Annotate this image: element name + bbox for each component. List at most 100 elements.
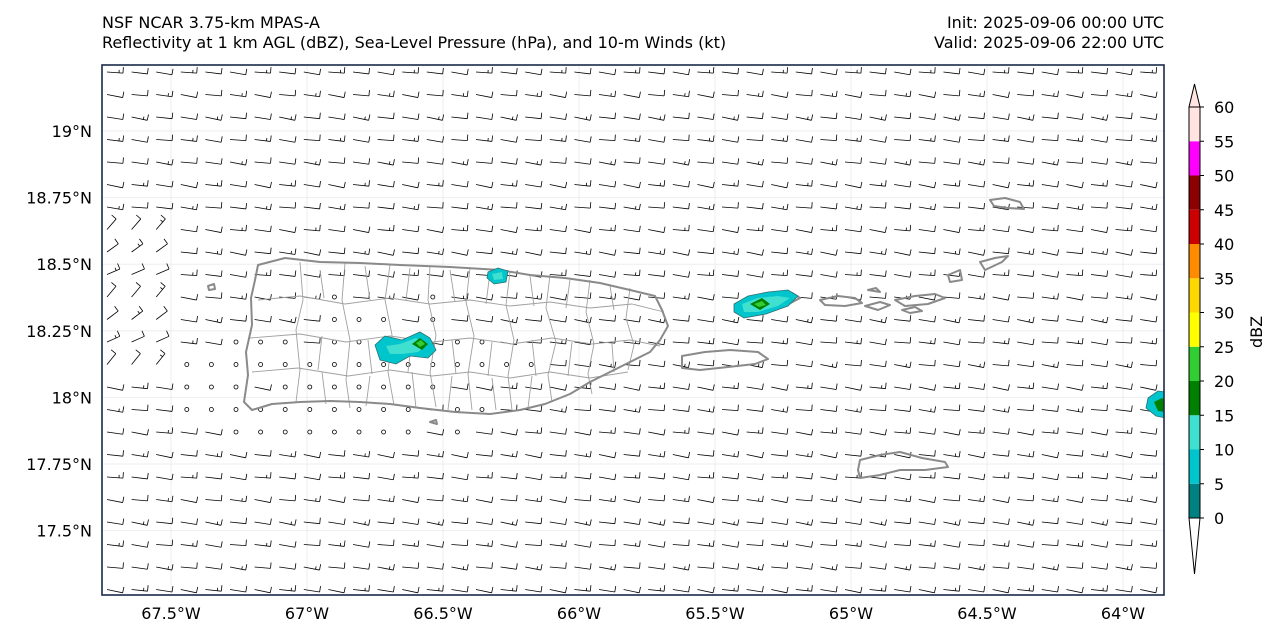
wind-barb (1066, 496, 1084, 503)
wind-barb (205, 541, 223, 548)
wind-barbs-layer (106, 67, 1158, 594)
wind-barb (648, 158, 666, 165)
calm-wind-marker (331, 429, 337, 435)
wind-barb (475, 540, 494, 547)
wind-barb (672, 224, 690, 232)
wind-barb (598, 315, 616, 322)
wind-barb (352, 248, 371, 255)
wind-barb (1017, 158, 1035, 165)
wind-barb (402, 496, 420, 503)
wind-barb (721, 114, 740, 121)
wind-barb (451, 586, 469, 593)
calm-wind-marker (430, 294, 436, 300)
wind-barb (426, 89, 444, 97)
wind-barb (820, 451, 838, 459)
wind-barb (402, 562, 420, 569)
wind-barb (672, 564, 691, 571)
wind-barb (106, 238, 119, 253)
wind-barb (303, 224, 321, 232)
calm-wind-marker (331, 317, 337, 322)
wind-barb (131, 429, 149, 436)
wind-barb (943, 541, 961, 548)
wind-barb (205, 494, 223, 502)
calm-wind-marker (504, 362, 510, 367)
wind-barb (377, 271, 395, 278)
wind-barb (844, 428, 863, 435)
wind-barb (869, 338, 887, 346)
wind-barb (894, 427, 912, 434)
wind-barb (352, 472, 371, 480)
wind-barb (894, 315, 912, 322)
wind-barb (648, 89, 666, 97)
wind-barb (279, 563, 297, 570)
wind-barb (475, 518, 494, 525)
wind-barb (598, 134, 616, 142)
wind-barb (352, 114, 371, 121)
wind-barb (894, 337, 911, 344)
wind-barb (279, 541, 297, 548)
colorbar-segment (1189, 483, 1200, 518)
wind-barb (303, 315, 321, 322)
wind-barb (229, 159, 248, 166)
wind-barb (1115, 539, 1133, 547)
wind-barb (549, 406, 567, 413)
wind-barb (672, 539, 690, 547)
calm-wind-marker (356, 384, 362, 390)
wind-barb (1017, 451, 1035, 458)
wind-barb (106, 349, 117, 365)
wind-barb (352, 67, 371, 75)
wind-barb (205, 472, 223, 480)
wind-barb (1115, 427, 1133, 434)
wind-barb (352, 563, 371, 570)
wind-barb (894, 539, 911, 547)
wind-barb (697, 428, 715, 435)
wind-barb (254, 472, 272, 479)
wind-barb (967, 159, 986, 166)
wind-barb (623, 181, 641, 189)
wind-barb (1090, 451, 1109, 458)
wind-barb (525, 68, 543, 76)
wind-barb (1041, 361, 1060, 368)
wind-barb (426, 451, 444, 458)
calm-wind-marker (381, 384, 387, 390)
colorbar-extend-max (1188, 83, 1201, 108)
lat-tick-label: 18°N (52, 388, 92, 407)
wind-barb (180, 225, 198, 233)
calm-wind-marker (282, 339, 288, 345)
wind-barb (598, 495, 617, 503)
wind-barb (672, 517, 690, 525)
wind-barb (131, 519, 149, 526)
lat-tick-label: 18.75°N (26, 189, 92, 208)
wind-barb (1115, 383, 1133, 390)
wind-barb (1017, 360, 1035, 368)
wind-barb (549, 384, 568, 391)
calm-wind-marker (405, 407, 411, 412)
calm-wind-marker (282, 362, 288, 367)
wind-barb (1115, 271, 1133, 278)
wind-barb (648, 563, 666, 570)
wind-barb (475, 294, 494, 301)
wind-barb (328, 540, 346, 547)
init-time: Init: 2025-09-06 00:00 UTC (946, 13, 1164, 32)
wind-barb (992, 337, 1010, 345)
wind-barb (525, 315, 543, 322)
wind-barb (402, 540, 420, 547)
vieques-outline (681, 349, 769, 371)
wind-barb (869, 360, 887, 368)
wind-barb (1017, 136, 1035, 143)
wind-barb (746, 112, 764, 120)
wind-barb (500, 541, 518, 548)
wind-barb (820, 427, 838, 434)
wind-barb (1140, 91, 1158, 98)
wind-barb (156, 539, 173, 547)
wind-barb (1066, 225, 1084, 233)
wind-barb (623, 562, 641, 569)
wind-barb (844, 269, 862, 277)
wind-barb (549, 316, 567, 323)
wind-barb (820, 539, 838, 547)
wind-barb (156, 68, 174, 76)
wind-barb (1090, 136, 1109, 143)
wind-barb (525, 517, 543, 525)
wind-barb (1017, 226, 1035, 233)
wind-barb (131, 89, 149, 97)
